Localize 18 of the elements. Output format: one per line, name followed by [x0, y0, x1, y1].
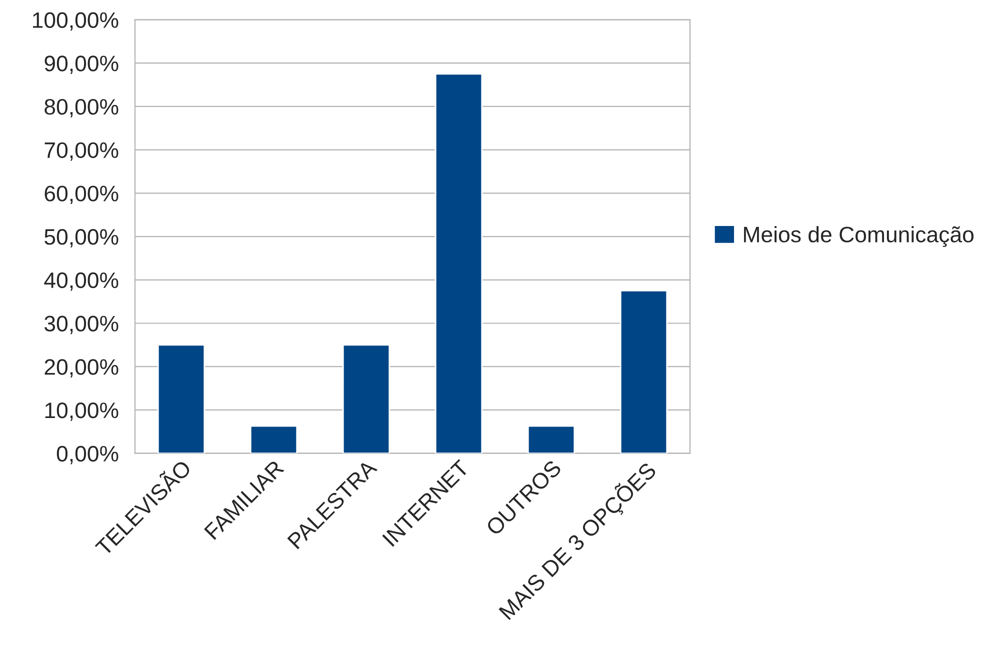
- bar: [434, 73, 483, 454]
- y-tick-label: 80,00%: [44, 98, 118, 118]
- y-tick-label: 40,00%: [44, 272, 118, 291]
- legend-label: Meios de Comunicação: [744, 226, 974, 247]
- y-tick-label: 90,00%: [44, 56, 118, 74]
- y-tick-label: 100,00%: [33, 12, 118, 31]
- bar: [250, 425, 298, 454]
- y-tick-label: 10,00%: [45, 402, 118, 421]
- y-tick-label: 0,00%: [56, 446, 118, 464]
- bar: [527, 425, 576, 454]
- bar: [342, 344, 390, 454]
- y-tick-label: 60,00%: [44, 186, 118, 204]
- y-tick-label: 20,00%: [44, 359, 118, 378]
- bar: [157, 344, 206, 454]
- y-tick-label: 30,00%: [44, 316, 118, 334]
- y-tick-label: 70,00%: [44, 142, 118, 161]
- y-tick-label: 50,00%: [44, 229, 118, 248]
- bar: [620, 290, 668, 454]
